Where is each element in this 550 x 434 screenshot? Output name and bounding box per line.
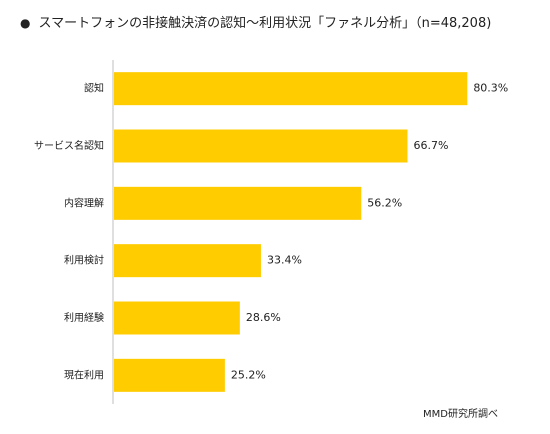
value-label-4: 28.6% bbox=[246, 311, 281, 324]
category-label-3: 利用検討 bbox=[64, 254, 104, 267]
bar-4 bbox=[114, 301, 240, 335]
category-label-2: 内容理解 bbox=[64, 196, 104, 209]
value-label-5: 25.2% bbox=[231, 368, 266, 381]
title-bullet-icon: ● bbox=[20, 16, 31, 30]
bar-5 bbox=[114, 358, 225, 392]
bar-3 bbox=[114, 244, 261, 278]
category-label-5: 現在利用 bbox=[64, 369, 104, 381]
value-label-0: 80.3% bbox=[473, 82, 508, 95]
value-label-2: 56.2% bbox=[367, 196, 402, 209]
category-label-1: サービス名認知 bbox=[34, 139, 104, 152]
chart-title-row: ● スマートフォンの非接触決済の認知～利用状況「ファネル分析」（n=48,208) bbox=[20, 12, 491, 31]
source-note: MMD研究所調べ bbox=[423, 409, 498, 420]
value-label-3: 33.4% bbox=[267, 254, 302, 267]
chart-title: スマートフォンの非接触決済の認知～利用状況「ファネル分析」（n=48,208) bbox=[38, 16, 492, 31]
bar-2 bbox=[114, 186, 362, 220]
value-label-1: 66.7% bbox=[413, 139, 448, 152]
category-label-4: 利用経験 bbox=[64, 311, 104, 324]
bar-0 bbox=[114, 72, 468, 106]
bar-1 bbox=[114, 129, 408, 163]
category-label-0: 認知 bbox=[84, 82, 104, 95]
